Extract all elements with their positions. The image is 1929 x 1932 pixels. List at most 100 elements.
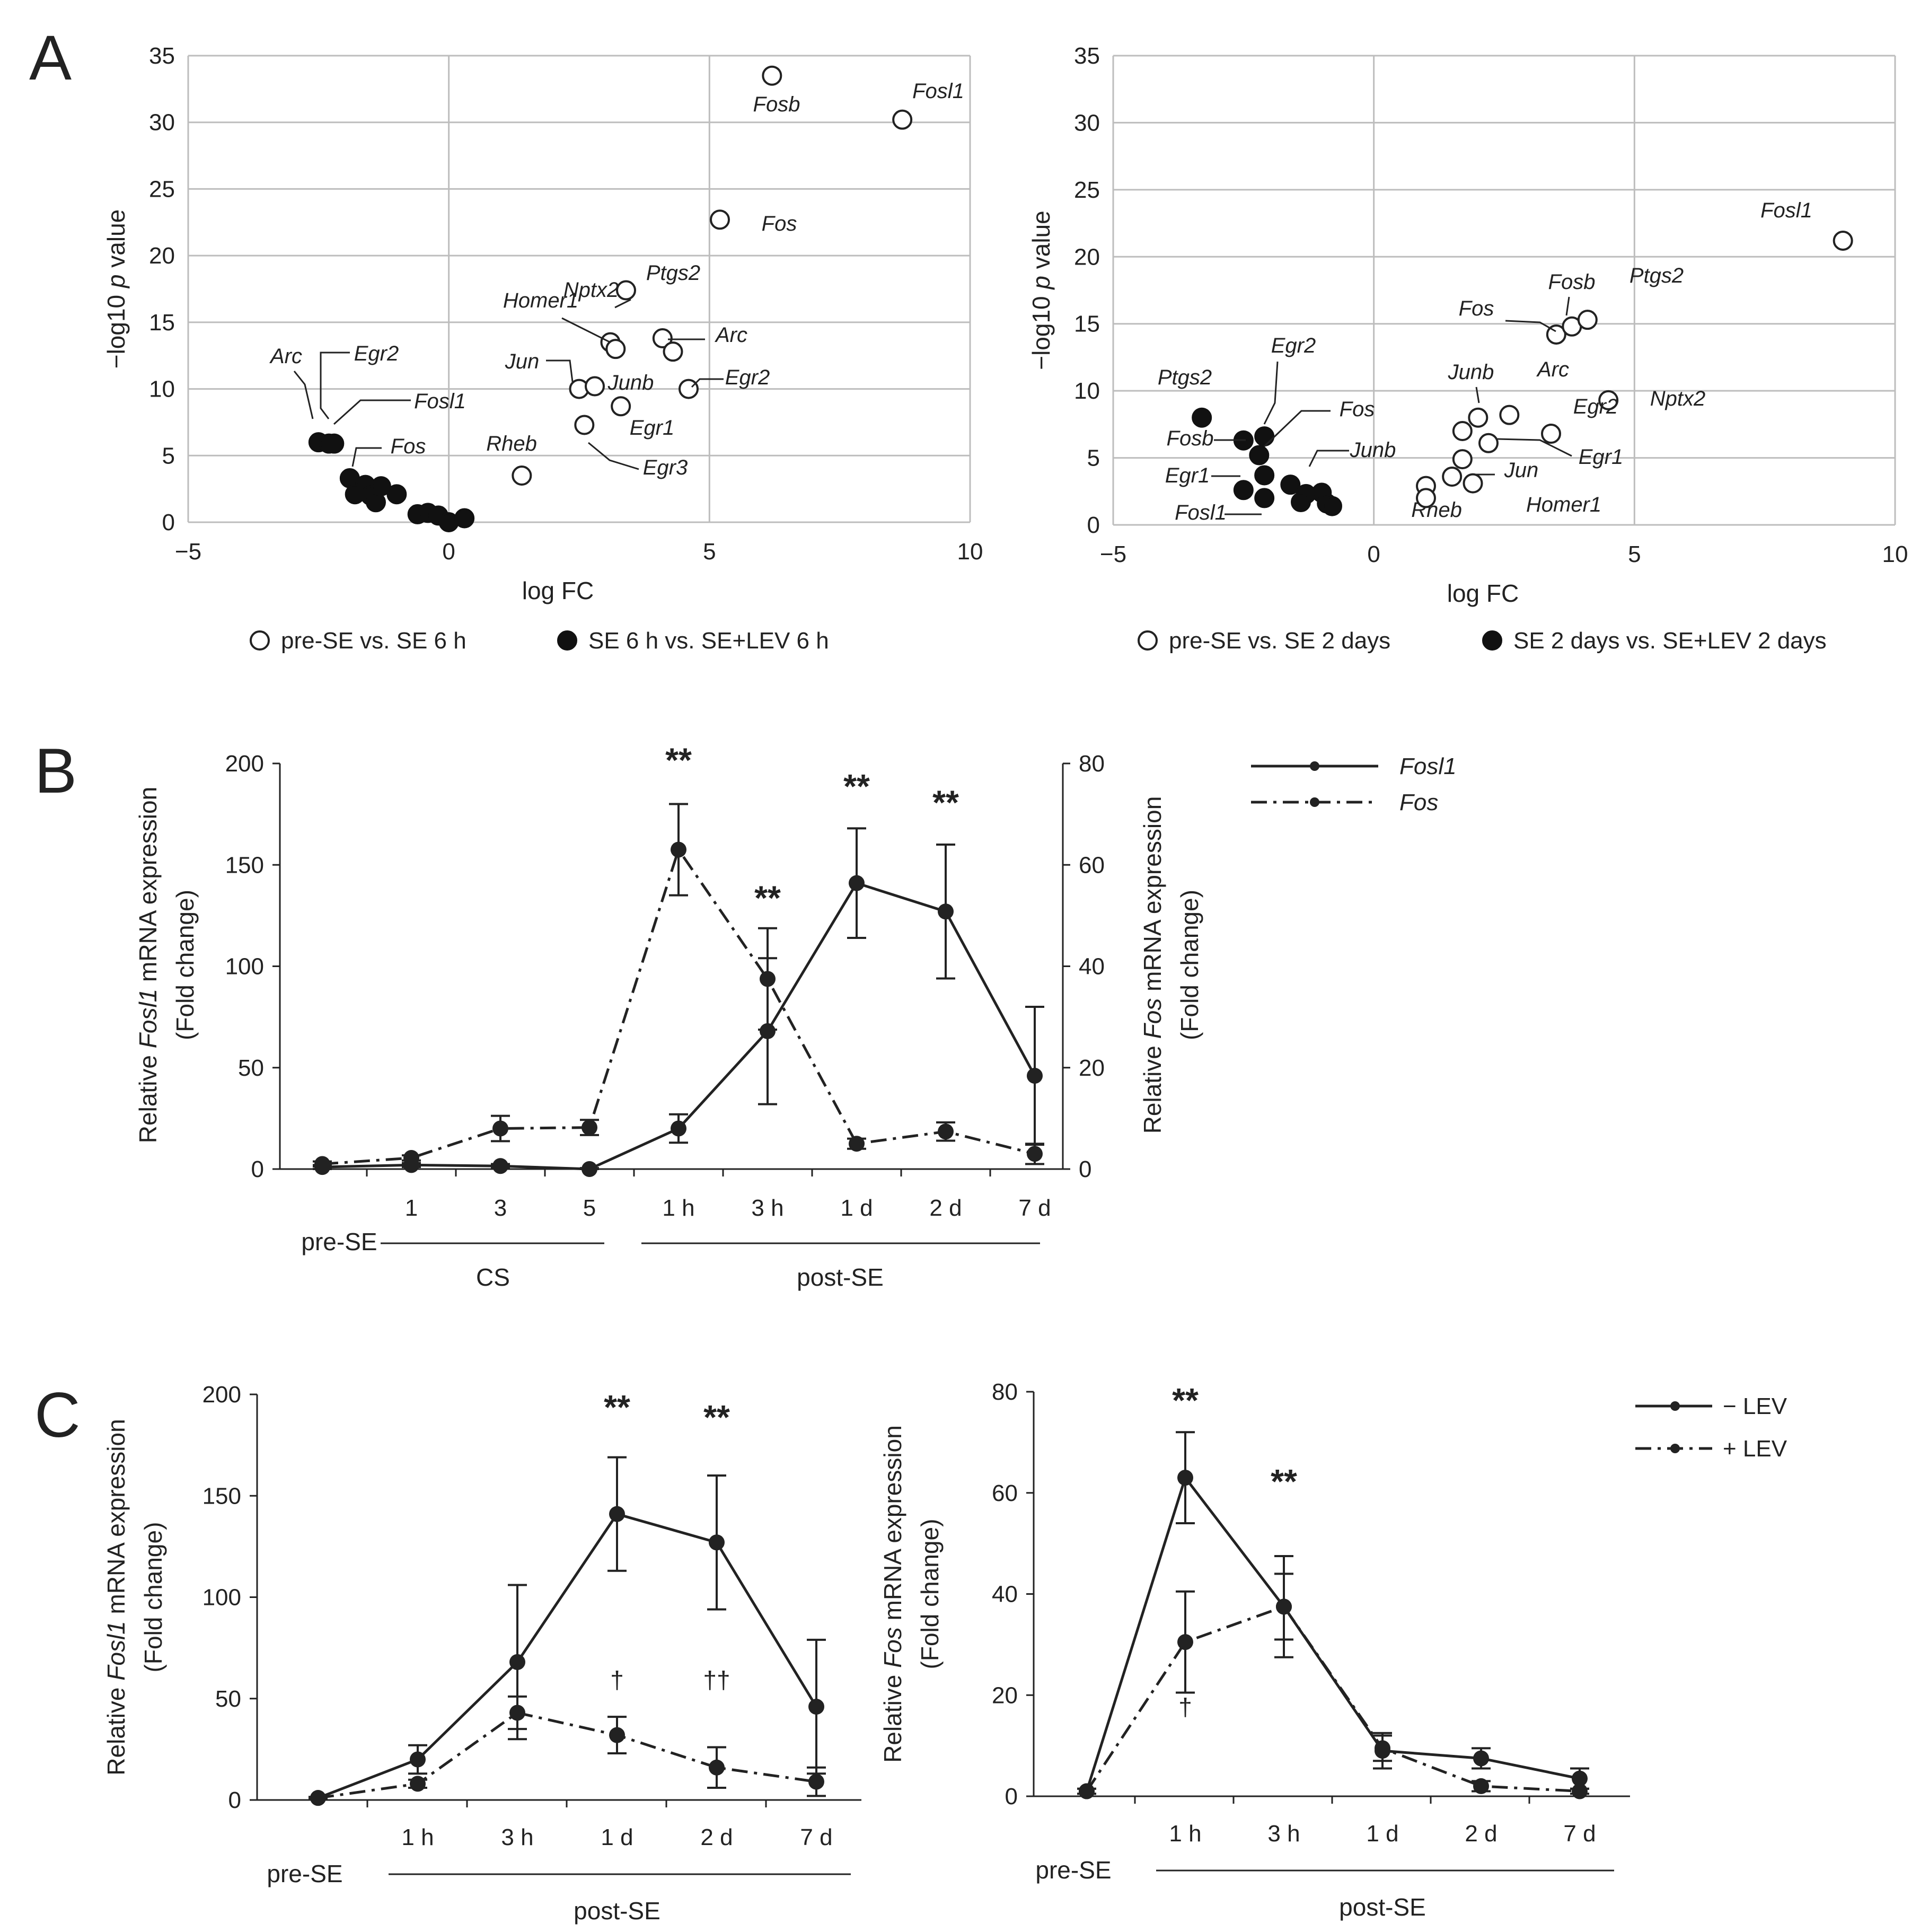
significance-marker: † — [1178, 1693, 1192, 1720]
leader-line — [1308, 450, 1349, 467]
y-tick-label: 15 — [149, 310, 175, 336]
data-point — [1572, 1770, 1588, 1787]
legend-marker — [1670, 1444, 1680, 1453]
legend-label: pre-SE vs. SE 2 days — [1169, 628, 1390, 654]
data-point — [310, 1790, 326, 1806]
gene-label: Fosl1 — [1760, 199, 1812, 222]
data-point — [938, 903, 954, 920]
legend-marker — [1310, 761, 1319, 771]
leader-line — [1475, 387, 1480, 403]
x-axis-label: log FC — [522, 577, 594, 604]
gene-label: Fosb — [1548, 270, 1596, 294]
legend-label: + LEV — [1723, 1436, 1787, 1462]
panel-label-c: C — [34, 1380, 81, 1451]
y-tick-label: 25 — [149, 176, 175, 202]
gene-label: Fosl1 — [912, 80, 964, 103]
significance-marker: ** — [843, 767, 870, 805]
x-tick-label: 1 h — [1169, 1821, 1201, 1847]
gene-label: Homer1 — [503, 289, 578, 312]
y-axis-label: Relative Fos mRNA expression — [879, 1425, 906, 1763]
data-point — [371, 476, 391, 497]
legend-label: SE 2 days vs. SE+LEV 2 days — [1513, 628, 1827, 654]
data-point — [808, 1699, 824, 1715]
y-tick-label: 0 — [1087, 512, 1100, 538]
legend-label: Fosl1 — [1399, 753, 1457, 779]
y2-axis-label-part: mRNA expression — [1139, 796, 1166, 998]
data-point — [1027, 1068, 1043, 1084]
y2-tick-label: 20 — [1079, 1055, 1105, 1081]
y-axis-label-part: mRNA expression — [102, 1419, 130, 1621]
legend-label: SE 6 h vs. SE+LEV 6 h — [588, 628, 829, 654]
x-tick-label: 1 d — [1366, 1821, 1398, 1847]
group-label-post: post-SE — [797, 1263, 884, 1291]
y-axis-label: Relative Fosl1 mRNA expression — [102, 1419, 130, 1775]
y2-axis-label-2: (Fold change) — [1176, 890, 1203, 1040]
significance-marker: ** — [932, 784, 959, 822]
y-tick-label: 10 — [1074, 378, 1100, 404]
legend-marker — [250, 630, 270, 651]
data-point — [1572, 1783, 1588, 1799]
y2-tick-label: 60 — [1079, 852, 1105, 878]
gene-label: Junb — [1448, 361, 1494, 384]
significance-marker: † — [610, 1666, 624, 1694]
data-point — [574, 415, 595, 435]
significance-marker: ** — [754, 879, 781, 917]
gene-label: Fosb — [1167, 427, 1214, 450]
y-tick-label: 20 — [992, 1682, 1018, 1708]
data-point — [1577, 310, 1598, 330]
data-point — [1452, 421, 1473, 441]
x-tick-label: 3 h — [1267, 1821, 1300, 1847]
y-tick-label: 0 — [251, 1156, 264, 1182]
y2-axis-label-part: Relative — [1139, 1039, 1166, 1134]
data-point — [849, 875, 865, 891]
data-point — [454, 508, 475, 529]
y-axis-label-part: value — [102, 209, 130, 275]
significance-marker: ** — [665, 741, 692, 779]
y-tick-label: 5 — [162, 443, 175, 469]
y2-tick-label: 80 — [1079, 751, 1105, 777]
leader-line — [691, 378, 724, 388]
data-point — [679, 379, 699, 399]
line-chart-b: 0 50 100 150 200 0 20 40 60 80 1 3 5 1 h 3 h 1 d 2 d 7 d R… — [134, 741, 1457, 1291]
legend-label: − LEV — [1723, 1393, 1787, 1419]
data-point — [1249, 445, 1270, 466]
x-tick-label: 2 d — [929, 1195, 962, 1221]
data-point — [1452, 449, 1473, 470]
y-tick-label: 35 — [149, 43, 175, 69]
x-tick-label: 7 d — [1563, 1821, 1596, 1847]
leader-line — [546, 359, 574, 382]
gene-label: Fos — [1340, 398, 1375, 421]
y-tick-label: 20 — [149, 243, 175, 269]
y-tick-label: 100 — [202, 1585, 241, 1611]
leader-line — [1505, 320, 1556, 332]
data-point — [652, 328, 673, 349]
y-axis-label: −log10 p value — [102, 209, 130, 369]
significance-marker: ** — [604, 1388, 630, 1426]
gene-label: Ptgs2 — [646, 261, 700, 285]
x-tick-label: 10 — [957, 539, 983, 565]
significance-marker: †† — [703, 1666, 730, 1694]
data-point — [1254, 488, 1275, 508]
data-point — [492, 1158, 508, 1174]
panel-label-b: B — [34, 735, 77, 806]
y-tick-label: 15 — [1074, 311, 1100, 337]
y-axis-label-part: −log10 — [1027, 289, 1055, 370]
x-tick-label: 1 h — [401, 1824, 434, 1850]
x-tick-label: 2 d — [1465, 1821, 1497, 1847]
x-tick-label: 2 d — [700, 1824, 733, 1850]
data-point — [808, 1773, 824, 1790]
y-tick-label: 150 — [202, 1483, 241, 1509]
y-axis-label-part: −log10 — [102, 288, 130, 368]
x-tick-label: 1 — [405, 1195, 418, 1221]
data-point — [1442, 466, 1463, 487]
leader-line — [1263, 361, 1279, 425]
gene-label: Junb — [607, 371, 654, 394]
y-tick-label: 150 — [225, 852, 264, 878]
y-tick-label: 35 — [1074, 43, 1100, 69]
y-axis-label-part: Relative — [879, 1668, 906, 1763]
legend-label: pre-SE vs. SE 6 h — [281, 628, 466, 654]
data-point — [1177, 1470, 1193, 1486]
data-point — [1233, 480, 1254, 500]
